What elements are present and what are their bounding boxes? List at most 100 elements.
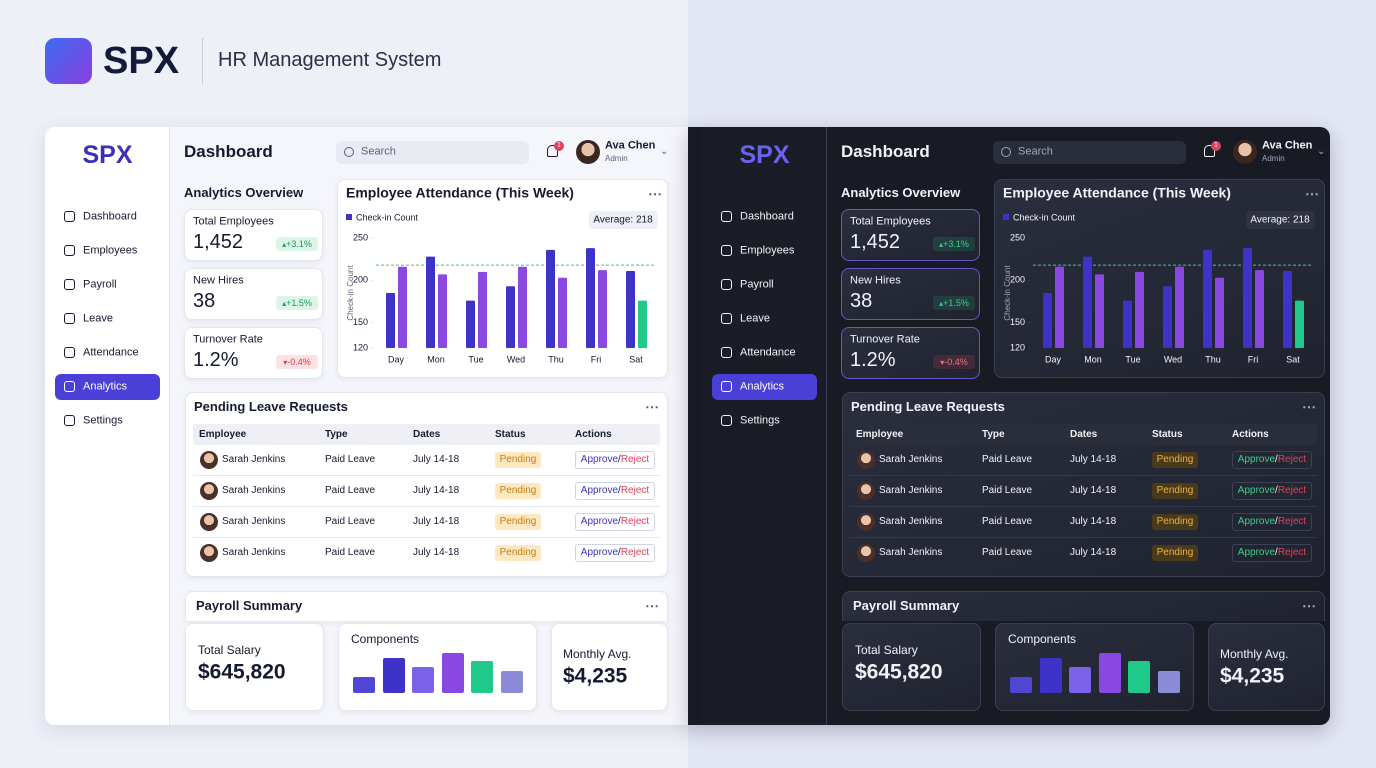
kpi-change: ▾-0.4% — [933, 355, 975, 369]
nav-label: Attendance — [83, 346, 139, 359]
bar — [1083, 256, 1092, 348]
change-arrow: ▾ — [283, 358, 288, 367]
payroll-subcard — [842, 623, 981, 711]
bell-icon[interactable] — [1204, 145, 1215, 157]
nav-icon — [64, 381, 75, 392]
nav-label: Payroll — [83, 278, 117, 291]
nav-icon — [64, 415, 75, 426]
nav-icon — [64, 313, 75, 324]
x-tick-label: Thu — [1205, 354, 1221, 364]
leave-dates: July 14-18 — [413, 454, 460, 465]
nav-label: Settings — [83, 414, 123, 427]
nav-item[interactable] — [55, 374, 160, 400]
column-header: Type — [325, 429, 348, 440]
approve-button[interactable]: Approve — [580, 485, 619, 496]
column-header: Type — [982, 429, 1005, 440]
reject-button[interactable]: Reject — [1277, 485, 1307, 496]
search-box[interactable] — [336, 141, 529, 164]
light-panel: SPX Dashboard Employees Payroll Leave Attenda… — [45, 127, 688, 725]
bar — [598, 270, 607, 348]
logo-text: SPX — [103, 40, 180, 82]
component-bar — [1069, 667, 1091, 693]
nav-label: Analytics — [83, 380, 128, 393]
search-box[interactable] — [993, 141, 1186, 164]
leave-type: Paid Leave — [982, 454, 1033, 465]
nav-label: Employees — [83, 244, 138, 257]
kpi-card — [184, 268, 323, 320]
leave-dates: July 14-18 — [413, 485, 460, 496]
component-bar — [500, 671, 523, 693]
approve-button[interactable]: Approve — [1237, 454, 1276, 465]
reject-button[interactable]: Reject — [1277, 547, 1307, 558]
bar — [1283, 271, 1292, 348]
component-bar — [1010, 677, 1032, 693]
approve-button[interactable]: Approve — [580, 547, 619, 558]
row-divider — [193, 537, 660, 538]
status-pill: Pending — [1152, 545, 1198, 561]
reject-button[interactable]: Reject — [620, 454, 650, 465]
x-tick-label: Wed — [507, 354, 525, 364]
action-separator: / — [618, 485, 621, 496]
sidebar-brand: SPX — [739, 141, 790, 169]
nav-icon — [721, 211, 732, 222]
y-tick-label: 200 — [353, 275, 368, 285]
column-header: Dates — [413, 429, 441, 440]
kpi-card — [841, 268, 980, 320]
y-axis-label: Check-in Count — [346, 265, 355, 321]
actions-box: Approve/Reject — [1232, 482, 1312, 500]
nav-icon — [721, 381, 732, 392]
change-arrow: ▴ — [939, 299, 944, 308]
column-header: Employee — [856, 429, 904, 440]
sidebar — [45, 127, 170, 725]
kpi-label: Total Employees — [850, 215, 931, 228]
y-tick-label: 150 — [353, 317, 368, 327]
reject-button[interactable]: Reject — [620, 547, 650, 558]
component-bar — [471, 661, 493, 693]
reject-button[interactable]: Reject — [620, 516, 650, 527]
reject-button[interactable]: Reject — [620, 485, 650, 496]
nav-item[interactable] — [712, 374, 817, 400]
change-text: +1.5% — [286, 298, 312, 308]
bar — [1295, 300, 1304, 348]
change-text: +3.1% — [286, 239, 312, 249]
approve-button[interactable]: Approve — [1237, 485, 1276, 496]
bell-icon[interactable] — [547, 145, 558, 157]
leave-type: Paid Leave — [325, 516, 376, 527]
kpi-value: 1.2% — [193, 349, 239, 371]
card-heading: Payroll Summary — [196, 598, 303, 614]
reject-button[interactable]: Reject — [1277, 454, 1307, 465]
user-role: Admin — [605, 154, 628, 164]
approve-button[interactable]: Approve — [580, 516, 619, 527]
approve-button[interactable]: Approve — [580, 454, 619, 465]
employee-avatar — [200, 482, 218, 500]
bar — [1163, 286, 1172, 348]
payroll-label: Total Salary — [198, 642, 261, 657]
more-menu: ⋯ — [648, 185, 662, 202]
actions-box: Approve/Reject — [1232, 513, 1312, 531]
approve-button[interactable]: Approve — [1237, 516, 1276, 527]
employee-avatar — [200, 513, 218, 531]
kpi-change: ▾-0.4% — [276, 355, 318, 369]
average-box — [1246, 211, 1315, 229]
legend-label: Check-in Count — [1013, 212, 1076, 222]
bar — [1175, 266, 1184, 348]
component-bar — [1039, 657, 1062, 693]
component-bar — [441, 653, 464, 693]
approve-button[interactable]: Approve — [1237, 547, 1276, 558]
user-role: Admin — [1262, 154, 1285, 164]
change-arrow: ▾ — [940, 358, 945, 367]
payroll-card — [185, 591, 668, 621]
nav-label: Leave — [83, 312, 113, 325]
average-label: Average: 218 — [593, 215, 653, 226]
employee-name: Sarah Jenkins — [879, 485, 943, 496]
legend-label: Check-in Count — [356, 212, 419, 222]
reject-button[interactable]: Reject — [1277, 516, 1307, 527]
bar — [518, 266, 527, 348]
bar — [1203, 249, 1212, 348]
bar — [1255, 270, 1264, 348]
action-separator: / — [618, 516, 621, 527]
payroll-value: $645,820 — [198, 660, 286, 684]
chart-title: Employee Attendance (This Week) — [1003, 185, 1231, 201]
status-pill: Pending — [1152, 452, 1198, 468]
status-pill: Pending — [495, 545, 541, 561]
